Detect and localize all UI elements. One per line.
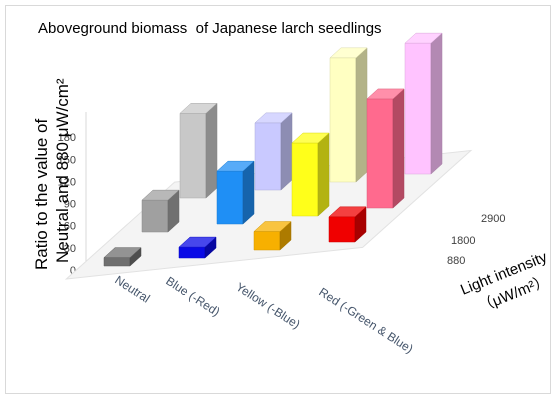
bars-layer xyxy=(103,32,443,267)
bar-side-face xyxy=(280,112,293,191)
bar xyxy=(141,189,180,233)
bar-front-face xyxy=(141,199,169,233)
bar xyxy=(329,47,368,183)
bar xyxy=(253,220,292,251)
bar-top-face xyxy=(179,103,218,114)
y-axis-label-line1: Ratio to the value of xyxy=(32,119,51,270)
bar-front-face xyxy=(254,122,282,191)
y-tick-label: 30 xyxy=(64,243,76,255)
bar xyxy=(179,102,218,199)
bar-front-face xyxy=(178,246,206,259)
bar-side-face xyxy=(205,102,218,199)
bar xyxy=(366,88,405,209)
bar-side-face xyxy=(355,47,368,183)
bar-top-face xyxy=(216,160,255,172)
y-tick-label: 180 xyxy=(58,132,76,144)
bar-front-face xyxy=(366,98,394,209)
bar-front-face xyxy=(328,216,356,243)
bar-top-face xyxy=(291,132,330,144)
bar-side-face xyxy=(392,88,405,209)
bar-top-face xyxy=(366,88,405,100)
bar-top-face xyxy=(404,32,443,44)
depth-label: 1800 xyxy=(451,235,475,247)
bar-top-face xyxy=(329,47,368,59)
y-tick-label: 150 xyxy=(58,154,76,166)
y-tick-label: 120 xyxy=(58,176,76,188)
bar-front-face xyxy=(291,142,319,217)
bar xyxy=(404,32,443,175)
y-tick-label: 90 xyxy=(64,199,76,211)
y-axis-label-line2: Neutral and 880 μW/cm² xyxy=(53,78,72,263)
bar xyxy=(291,132,330,217)
bar xyxy=(216,160,255,225)
bar-front-face xyxy=(103,257,131,267)
bar-side-face xyxy=(317,132,330,217)
bar-top-face xyxy=(141,189,180,201)
bar-top-face xyxy=(103,247,142,258)
bar-front-face xyxy=(179,113,207,199)
category-label: Neutral xyxy=(112,273,152,306)
y-tick-label: 0 xyxy=(70,265,76,277)
bar-side-face xyxy=(242,160,255,225)
bar-side-face xyxy=(430,32,443,175)
bar xyxy=(178,236,217,259)
bar-top-face xyxy=(328,206,367,218)
bar xyxy=(103,247,142,267)
depth-label: 2900 xyxy=(481,213,505,225)
bar-front-face xyxy=(404,42,432,175)
bar-front-face xyxy=(329,57,357,183)
bar xyxy=(328,206,367,243)
bar-front-face xyxy=(253,231,281,251)
bar-front-face xyxy=(216,170,244,225)
bar-top-face xyxy=(178,236,217,248)
category-label: Red (-Green & Blue) xyxy=(316,285,415,356)
bar xyxy=(254,112,293,191)
category-label: Yellow (-Blue) xyxy=(233,280,302,332)
bar-top-face xyxy=(254,112,293,124)
chart-title: Aboveground biomass of Japanese larch se… xyxy=(38,20,382,37)
depth-label: 880 xyxy=(447,255,465,267)
category-label: Blue (-Red) xyxy=(163,274,222,319)
y-tick-label: 60 xyxy=(64,221,76,233)
bar-top-face xyxy=(253,221,292,232)
